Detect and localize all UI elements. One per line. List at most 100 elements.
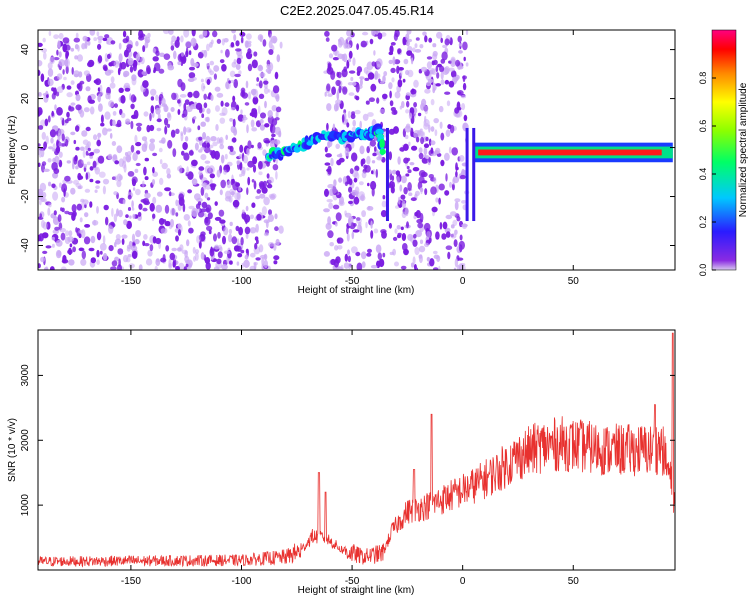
noise-blob [457, 91, 462, 95]
snr-marks [38, 332, 675, 568]
noise-blob [371, 187, 375, 197]
noise-blob [68, 259, 75, 266]
noise-blob [222, 235, 226, 245]
noise-blob [39, 213, 42, 218]
noise-blob [60, 266, 67, 270]
noise-blob [38, 42, 43, 47]
noise-blob [204, 257, 211, 264]
noise-blob [38, 60, 43, 67]
noise-blob [265, 68, 272, 73]
noise-blob [197, 201, 202, 206]
noise-blob [415, 210, 421, 219]
noise-blob [348, 58, 352, 63]
noise-blob [114, 242, 117, 248]
noise-blob [356, 262, 363, 270]
noise-blob [69, 243, 73, 248]
noise-blob [258, 93, 265, 100]
noise-blob [346, 233, 350, 242]
noise-blob [149, 138, 155, 144]
noise-blob [65, 50, 70, 58]
noise-blob [251, 202, 256, 208]
noise-blob [214, 150, 220, 160]
noise-blob [228, 228, 233, 235]
noise-blob [352, 119, 357, 127]
noise-blob [127, 254, 132, 258]
noise-blob [253, 262, 257, 270]
noise-blob [433, 267, 439, 270]
noise-blob [250, 144, 254, 149]
noise-blob [95, 185, 100, 189]
noise-blob [422, 31, 427, 36]
noise-blob [230, 107, 236, 111]
noise-blob [371, 160, 376, 164]
noise-blob [360, 40, 367, 48]
noise-blob [251, 59, 258, 69]
noise-blob [341, 114, 345, 123]
noise-blob [51, 243, 55, 248]
noise-blob [154, 62, 161, 72]
noise-blob [213, 266, 220, 270]
noise-blob [93, 219, 96, 226]
noise-blob [344, 147, 350, 157]
noise-blob [352, 57, 356, 66]
noise-blob [56, 49, 59, 56]
noise-blob [257, 105, 261, 114]
noise-blob [404, 134, 409, 140]
noise-blob [81, 250, 87, 260]
noise-blob [361, 210, 366, 218]
noise-blob [143, 200, 150, 206]
noise-blob [246, 148, 250, 156]
noise-blob [326, 199, 333, 203]
noise-blob [449, 181, 452, 188]
noise-blob [114, 256, 120, 262]
noise-blob [234, 73, 241, 78]
noise-blob [406, 221, 409, 229]
noise-blob [397, 156, 401, 165]
noise-blob [102, 235, 106, 245]
noise-blob [338, 85, 342, 94]
noise-blob [445, 173, 448, 182]
noise-blob [456, 216, 461, 222]
noise-blob [244, 226, 251, 235]
noise-blob [108, 225, 114, 234]
noise-blob [84, 212, 89, 218]
noise-blob [90, 235, 96, 244]
noise-blob [85, 126, 91, 132]
noise-blob [461, 223, 468, 228]
noise-blob [144, 243, 150, 247]
noise-blob [433, 118, 440, 124]
noise-blob [110, 76, 115, 83]
noise-blob [382, 252, 386, 258]
noise-blob [177, 109, 181, 115]
noise-blob [143, 234, 148, 240]
noise-blob [102, 185, 106, 195]
noise-blob [110, 266, 117, 270]
y-tick-label: 1000 [20, 494, 31, 517]
noise-blob [232, 118, 236, 128]
noise-blob [325, 37, 330, 42]
noise-blob [409, 162, 415, 166]
noise-blob [161, 137, 166, 144]
noise-blob [346, 30, 353, 37]
noise-blob [122, 156, 127, 164]
noise-blob [142, 45, 146, 53]
noise-blob [124, 87, 131, 92]
snr-series-line [38, 332, 675, 568]
noise-blob [461, 168, 465, 176]
noise-blob [111, 141, 117, 146]
noise-blob [259, 72, 266, 78]
noise-blob [71, 204, 77, 213]
noise-blob [175, 212, 179, 217]
noise-blob [229, 118, 234, 122]
noise-blob [171, 92, 177, 101]
noise-blob [38, 107, 43, 116]
noise-blob [40, 119, 47, 127]
noise-blob [324, 146, 328, 153]
noise-blob [256, 189, 262, 194]
noise-blob [370, 220, 373, 229]
noise-blob [64, 175, 71, 182]
noise-blob [365, 100, 370, 105]
noise-blob [461, 200, 467, 204]
colorbar-tick-label: 0.0 [698, 264, 708, 277]
noise-blob [406, 30, 412, 35]
